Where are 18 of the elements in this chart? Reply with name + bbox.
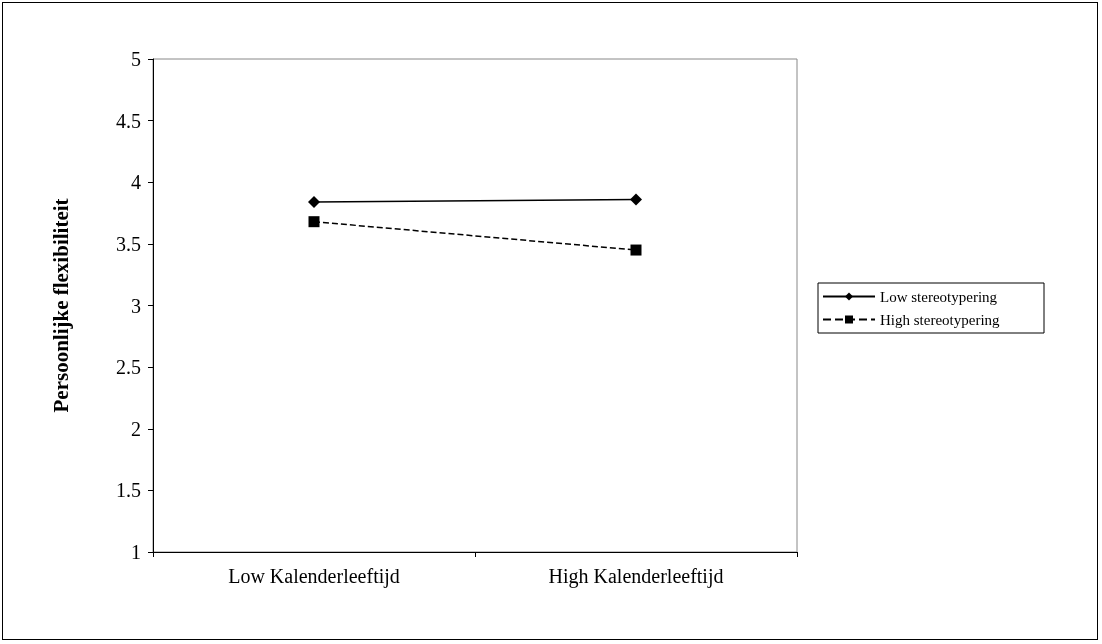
y-tick-label: 5 [131, 48, 141, 70]
legend-label: Low stereotypering [880, 288, 998, 305]
y-tick-label: 2 [131, 417, 141, 440]
point [308, 216, 320, 228]
x-tick-label: Low Kalenderleeftijd [228, 565, 400, 588]
legend-label: High stereotypering [880, 311, 1001, 328]
y-axis-title: Persoonlijke flexibiliteit [48, 198, 73, 413]
point [308, 195, 320, 208]
y-tick-label: 1.5 [116, 479, 141, 502]
y-tick-label: 1 [131, 541, 141, 563]
y-tick-label: 4.5 [116, 109, 141, 132]
x-tick-label: High Kalenderleeftijd [548, 565, 724, 588]
y-tick-label: 3.5 [116, 232, 141, 255]
point [630, 244, 642, 256]
point [630, 193, 642, 206]
y-tick-label: 4 [131, 171, 141, 194]
y-tick-label: 3 [131, 294, 141, 317]
y-tick-label: 2.5 [116, 356, 141, 379]
